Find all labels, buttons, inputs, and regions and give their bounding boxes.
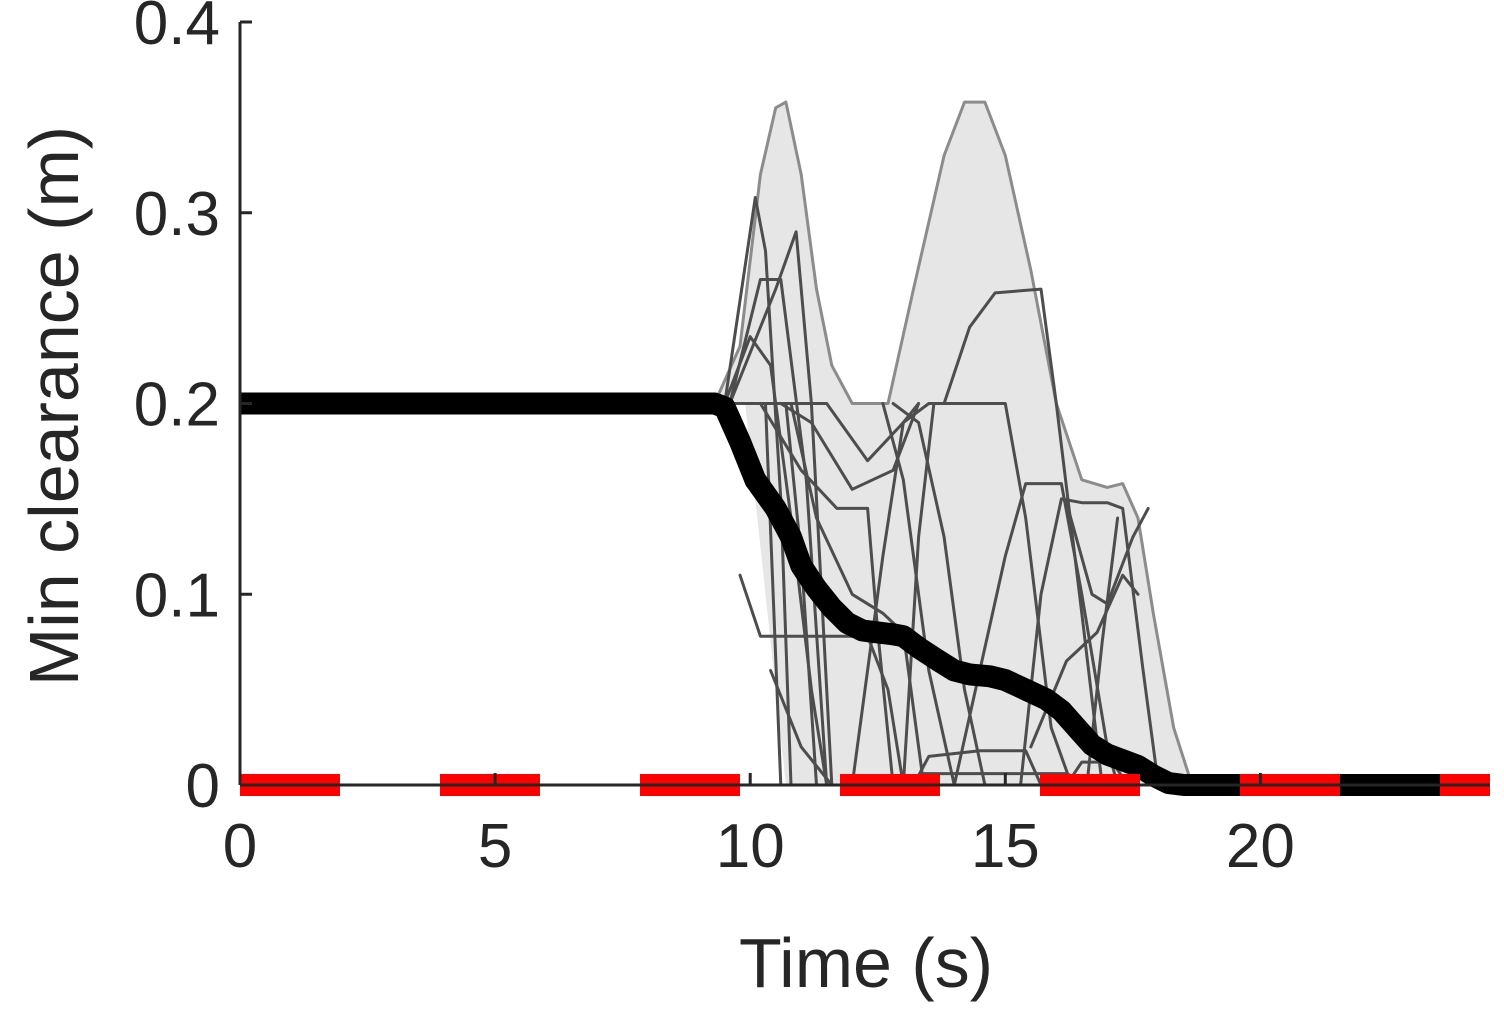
sample-line-21	[1029, 573, 1140, 749]
x-tick-label: 10	[716, 812, 785, 881]
y-tick-label: 0.3	[134, 180, 220, 249]
sample-line-12	[769, 669, 834, 787]
sample-line-11	[738, 573, 905, 787]
y-tick-label: 0.4	[134, 0, 220, 58]
nominal-trajectory	[240, 392, 1490, 796]
x-tick-label: 0	[223, 812, 257, 881]
x-axis-title: Time (s)	[739, 924, 993, 1002]
sample-line-20	[1019, 497, 1160, 787]
sample-line-18	[912, 749, 1043, 787]
x-tick-labels: 0 5 10 15 20	[223, 812, 1295, 881]
sample-line-10	[789, 402, 926, 787]
nominal-line	[240, 392, 1490, 796]
sample-line-7	[758, 402, 895, 787]
sample-line-25	[1065, 760, 1130, 787]
y-tick-label: 0.2	[134, 371, 220, 440]
sample-line-19	[952, 482, 1120, 787]
sample-line-1	[723, 196, 793, 787]
x-tick-label: 20	[1226, 812, 1295, 881]
sample-line-16	[850, 402, 921, 787]
x-tick-label: 5	[478, 812, 512, 881]
axes	[238, 20, 1490, 787]
y-tick-label: 0.1	[134, 561, 220, 630]
sample-line-17	[901, 402, 936, 787]
sample-line-9	[764, 402, 783, 787]
sample-line-4	[723, 335, 829, 787]
plot-area	[240, 100, 1490, 796]
x-tick-label: 15	[971, 812, 1040, 881]
sample-trajectories	[723, 196, 1160, 787]
y-tick-labels: 0 0.1 0.2 0.3 0.4	[134, 0, 220, 821]
y-tick-label: 0	[186, 752, 220, 821]
y-axis-title: Min clearance (m)	[15, 126, 93, 686]
sample-line-3	[728, 230, 834, 787]
envelope-upper-edge	[713, 100, 1206, 787]
sample-line-8	[779, 402, 921, 491]
sample-line-15	[942, 287, 1104, 787]
